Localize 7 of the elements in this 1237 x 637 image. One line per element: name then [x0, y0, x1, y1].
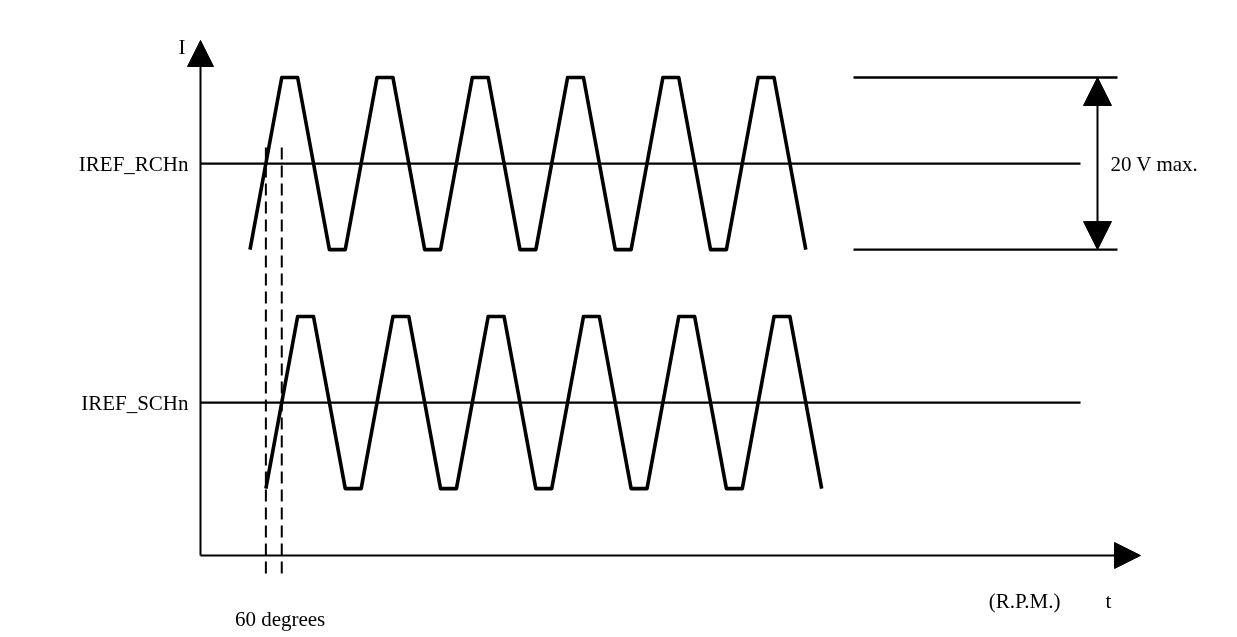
- ref-line-label: IREF_SCHn: [81, 390, 189, 415]
- text: 20 V max.: [1110, 151, 1198, 176]
- text: t: [1105, 588, 1112, 613]
- text: 60 degrees: [234, 606, 326, 631]
- y-axis-title: I: [178, 34, 186, 59]
- ref-line-label: IREF_RCHn: [78, 151, 189, 176]
- text: (R.P.M.): [988, 588, 1061, 613]
